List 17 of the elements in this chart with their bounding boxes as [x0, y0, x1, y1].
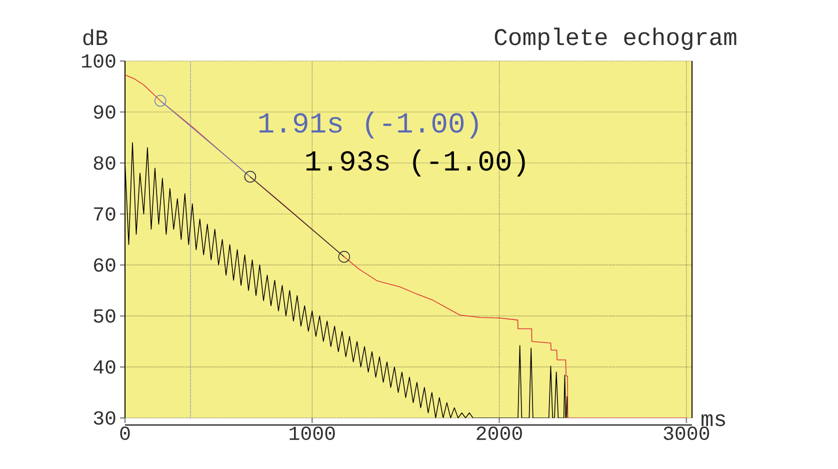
x-tick-label: 1000 — [290, 426, 335, 440]
y-tick-label: 60 — [94, 258, 116, 272]
y-tick-label: 50 — [94, 309, 116, 323]
y-tick-label: 90 — [94, 105, 116, 119]
chart-title: Complete echogram — [494, 28, 736, 50]
y-tick-label: 100 — [82, 54, 116, 68]
y-tick-label: 70 — [94, 207, 116, 221]
annotation: 1.91s (-1.00) — [259, 112, 478, 138]
x-tick-label: 2000 — [476, 426, 522, 440]
y-tick-label: 30 — [94, 411, 116, 425]
x-tick-label: 0 — [120, 426, 130, 440]
x-tick-label: 3000 — [664, 426, 710, 440]
x-axis-title: ms — [702, 414, 726, 426]
y-tick-label: 80 — [94, 156, 116, 170]
y-tick-label: 40 — [94, 360, 116, 374]
annotation: 1.93s (-1.00) — [306, 150, 525, 176]
y-axis-title: dB — [83, 29, 108, 46]
